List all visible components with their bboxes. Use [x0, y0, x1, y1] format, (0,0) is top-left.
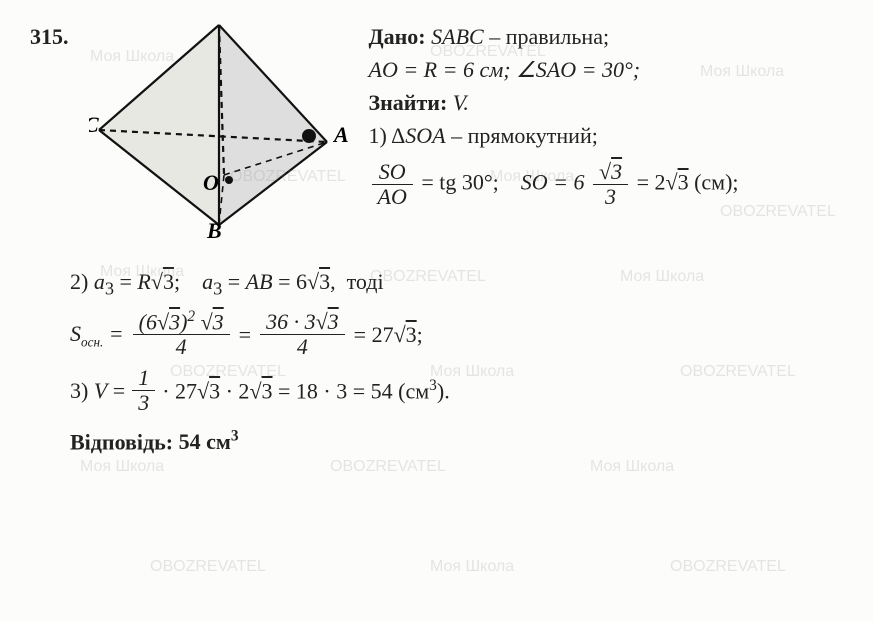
diagram-svg: SABCO	[89, 20, 349, 250]
eq3-frac2-den: 4	[260, 335, 345, 359]
eq4-b: · 27√3 · 2√3 = 18 · 3 = 54 (см3).	[162, 374, 450, 407]
text-pravylna: – правильна;	[489, 24, 609, 49]
eq4-num: 1	[132, 366, 155, 391]
pyramid-diagram: SABCO	[89, 20, 349, 259]
label-dano: Дано:	[369, 24, 426, 49]
frac-so-ao: SO AO	[372, 160, 413, 209]
equation-4: 3) V = 1 3 · 27√3 · 2√3 = 18 · 3 = 54 (с…	[70, 366, 843, 415]
frac-den-2: 3	[593, 185, 628, 209]
eq3-frac1-num: (6√3)2 √3	[133, 309, 230, 336]
eq4-frac: 1 3	[132, 366, 155, 415]
eq3-mid: =	[239, 318, 251, 351]
eq3-frac2-num: 36 · 3√3	[260, 310, 345, 335]
watermark-text: OBOZREVATEL	[150, 555, 266, 579]
watermark-text: Моя Школа	[590, 455, 674, 479]
frac-sqrt3-3: √3 3	[593, 160, 628, 209]
answer-line: Відповідь: 54 см3	[70, 425, 843, 458]
eq3-frac1-den: 4	[133, 335, 230, 359]
watermark-text: OBOZREVATEL	[670, 555, 786, 579]
eq4-den: 3	[132, 391, 155, 415]
step1-a: 1) Δ	[369, 123, 406, 148]
text-sabc: SABC	[431, 24, 484, 49]
top-row: 315. SABC O Дано: SABC – правильна; AO = …	[30, 20, 843, 259]
equation-3: Sосн. = (6√3)2 √3 4 = 36 · 3√3 4 = 27√3;	[70, 309, 843, 360]
given-block: Дано: SABC – правильна; AO = R = 6 см; ∠…	[369, 20, 844, 259]
eq1-rhs-a: SO = 6	[521, 170, 585, 195]
frac-num-2: √3	[593, 160, 628, 185]
eq1-mid: = tg 30°;	[421, 170, 498, 195]
eq3-tail: = 27√3;	[354, 318, 423, 351]
problem-number: 315.	[30, 20, 69, 259]
svg-text:A: A	[332, 122, 349, 147]
frac-num: SO	[372, 160, 413, 185]
equation-2: 2) a3 = R√3; a3 = AB = 6√3, тоді	[70, 265, 843, 303]
svg-text:C: C	[89, 112, 99, 137]
watermark-text: Моя Школа	[430, 555, 514, 579]
watermark-text: OBOZREVATEL	[330, 455, 446, 479]
equation-1: SO AO = tg 30°; SO = 6 √3 3 = 2√3 (см);	[369, 160, 844, 209]
eq3-frac2: 36 · 3√3 4	[260, 310, 345, 359]
step1-c: – прямокутний;	[446, 123, 598, 148]
eq3-label: Sосн. =	[70, 317, 124, 352]
eq4-a: 3) V =	[70, 374, 125, 407]
text-v: V.	[453, 90, 469, 115]
eq1-tail: = 2√3 (см);	[637, 170, 739, 195]
svg-text:B: B	[206, 218, 222, 243]
given-line-1: Дано: SABC – правильна;	[369, 20, 844, 53]
answer-label: Відповідь:	[70, 429, 173, 454]
watermark-text: Моя Школа	[80, 455, 164, 479]
eq2-a: 2) a3 = R√3; a3 = AB = 6√3, тоді	[70, 269, 384, 294]
frac-den: AO	[372, 185, 413, 209]
given-line-2: AO = R = 6 см; ∠SAO = 30°;	[369, 53, 844, 86]
step-1: 1) ΔSOA – прямокутний;	[369, 119, 844, 152]
label-znaity: Знайти:	[369, 90, 448, 115]
given-line-3: Знайти: V.	[369, 86, 844, 119]
svg-text:O: O	[203, 170, 219, 195]
step1-b: SOA	[405, 123, 445, 148]
eq3-frac1: (6√3)2 √3 4	[133, 309, 230, 360]
answer-value: 54 см3	[179, 429, 239, 454]
